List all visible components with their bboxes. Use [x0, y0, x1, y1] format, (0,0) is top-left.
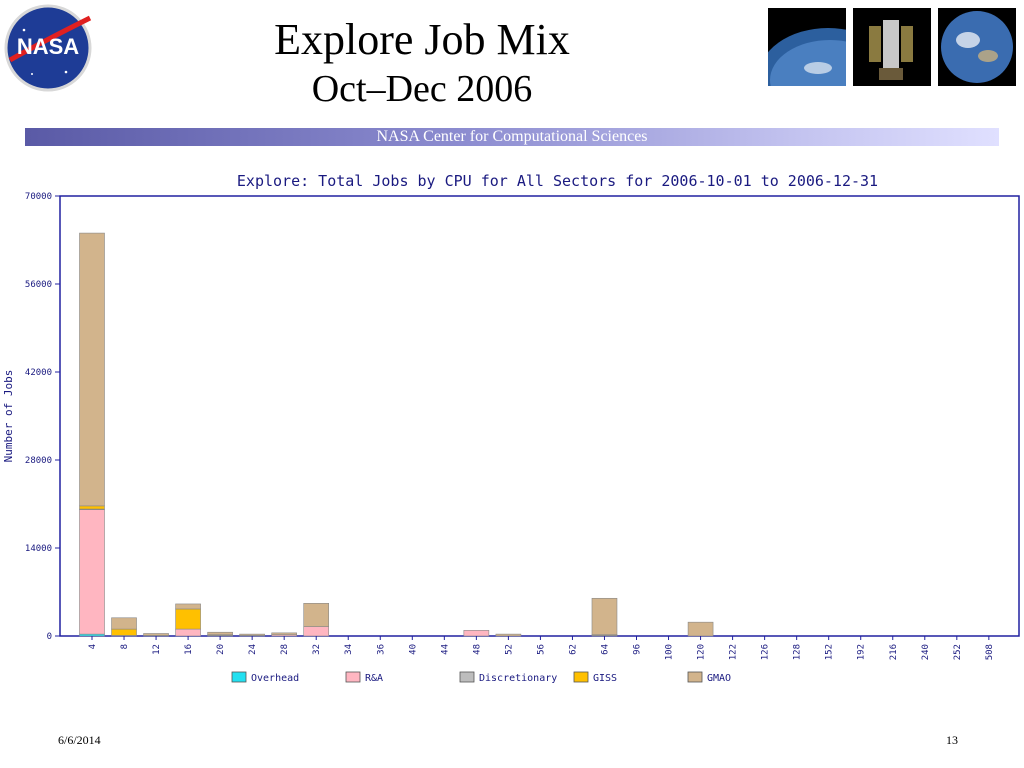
legend-label-discretionary: Discretionary: [479, 673, 557, 684]
x-tick-label: 100: [665, 644, 675, 660]
bar-segment-gmao-64: [591, 597, 618, 636]
y-tick-label: 70000: [25, 192, 52, 202]
x-tick-label: 34: [344, 644, 354, 655]
x-tick-label: 40: [408, 644, 418, 655]
x-tick-label: 12: [152, 644, 162, 655]
x-tick-label: 240: [921, 644, 931, 660]
legend-swatch-ra: [345, 671, 361, 683]
x-tick-label: 48: [472, 644, 482, 655]
legend-swatch-overhead: [231, 671, 247, 683]
bar-segment-gmao-32: [303, 603, 330, 627]
x-tick-label: 62: [568, 644, 578, 655]
x-tick-label: 56: [536, 644, 546, 655]
x-tick-label: 128: [793, 644, 803, 660]
bar-segment-gmao-52: [495, 633, 522, 637]
x-tick-label: 20: [216, 644, 226, 655]
x-tick-label: 152: [825, 644, 835, 660]
x-tick-label: 28: [280, 644, 290, 655]
legend-label-gmao: GMAO: [707, 673, 731, 684]
nasa-logo-text: NASA: [17, 34, 79, 59]
x-tick-label: 64: [600, 644, 610, 655]
legend-swatch-giss: [573, 671, 589, 683]
bar-segment-giss-4: [79, 505, 105, 510]
x-tick-label: 508: [985, 644, 995, 660]
x-tick-label: 120: [697, 644, 707, 660]
chart-title: Explore: Total Jobs by CPU for All Secto…: [237, 172, 878, 190]
x-tick-label: 24: [248, 644, 258, 655]
bar-segment-gmao-8: [111, 617, 137, 630]
bar-segment-ra-16: [175, 628, 201, 637]
x-tick-label: 122: [729, 644, 739, 660]
bar-segment-gmao-24: [239, 633, 265, 636]
x-tick-label: 4: [88, 644, 98, 649]
hubble-telescope-photo: [853, 8, 931, 86]
y-tick-label: 56000: [25, 280, 52, 290]
bar-segment-giss-8: [111, 628, 137, 636]
x-tick-label: 36: [376, 644, 386, 655]
y-tick-label: 0: [47, 632, 52, 642]
legend-label-ra: R&A: [365, 673, 383, 684]
bar-segment-giss-16: [175, 608, 201, 630]
legend-label-giss: GISS: [593, 673, 617, 684]
x-tick-label: 126: [761, 644, 771, 660]
legend-swatch-gmao: [687, 671, 703, 683]
y-tick-label: 28000: [25, 456, 52, 466]
footer-date: 6/6/2014: [58, 733, 101, 747]
plot-frame: [59, 195, 1020, 637]
x-tick-label: 16: [184, 644, 194, 655]
x-tick-label: 216: [889, 644, 899, 660]
bar-segment-ra-4: [79, 509, 105, 635]
bar-segment-gmao-28: [271, 632, 297, 636]
page-number: 13: [946, 733, 958, 747]
x-tick-label: 252: [953, 644, 963, 660]
x-tick-label: 96: [633, 644, 643, 655]
y-axis-label: Number of Jobs: [2, 370, 15, 463]
bar-segment-ra-48: [463, 630, 490, 637]
earth-globe-photo: [938, 8, 1016, 86]
x-tick-label: 192: [857, 644, 867, 660]
bar-segment-gmao-20: [207, 631, 233, 636]
earth-horizon-photo: [768, 8, 846, 86]
x-tick-label: 32: [312, 644, 322, 655]
bar-segment-ra-32: [303, 626, 330, 637]
title-block: Explore Job Mix Oct–Dec 2006: [222, 14, 622, 112]
bar-segment-gmao-4: [79, 232, 105, 507]
legend-label-overhead: Overhead: [251, 673, 299, 684]
bar-segment-gmao-16: [175, 603, 201, 610]
y-tick-label: 42000: [25, 368, 52, 378]
bar-segment-gmao-12: [143, 633, 169, 636]
x-tick-label: 8: [120, 644, 130, 649]
banner-bar: [25, 128, 999, 146]
banner-text: NASA Center for Computational Sciences: [376, 128, 648, 145]
nasa-logo: NASA: [4, 4, 92, 92]
bar-segment-gmao-120: [687, 621, 714, 637]
stacked-bar-chart: Explore: Total Jobs by CPU for All Secto…: [2, 172, 1020, 684]
x-tick-label: 44: [440, 644, 450, 655]
y-tick-label: 14000: [25, 544, 52, 554]
x-tick-label: 52: [504, 644, 514, 655]
slide-title: Explore Job Mix: [274, 15, 570, 64]
legend-swatch-discretionary: [459, 671, 475, 683]
slide-subtitle: Oct–Dec 2006: [311, 68, 533, 110]
